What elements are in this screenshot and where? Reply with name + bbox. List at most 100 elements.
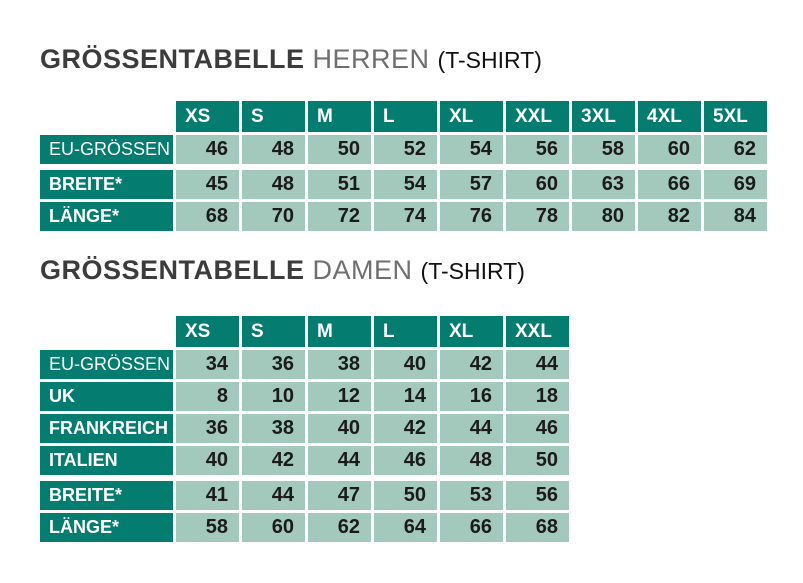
size-header-cell: 5XL (704, 101, 767, 132)
value-cell: 72 (308, 202, 371, 231)
title-main-text: GRÖSSENTABELLE (40, 44, 305, 74)
value-cell: 48 (242, 170, 305, 199)
row-label-cell: BREITE* (40, 481, 173, 510)
row-label-cell: EU-GRÖSSEN (40, 135, 173, 164)
value-cell: 58 (176, 513, 239, 542)
value-cell: 46 (374, 446, 437, 475)
value-cell: 16 (440, 382, 503, 411)
size-table-herren: XS S M L XL XXL 3XL 4XL 5XL EU-GRÖSSEN 46 48 50 52 54 5… (40, 101, 767, 231)
value-cell: 74 (374, 202, 437, 231)
size-header-cell: XXL (506, 316, 569, 347)
header-spacer (40, 101, 173, 132)
size-header-cell: M (308, 316, 371, 347)
value-cell: 70 (242, 202, 305, 231)
table-row: EU-GRÖSSEN 34 36 38 40 42 44 (40, 350, 569, 379)
header-spacer (40, 316, 173, 347)
value-cell: 63 (572, 170, 635, 199)
value-cell: 40 (374, 350, 437, 379)
value-cell: 46 (506, 414, 569, 443)
size-header-cell: M (308, 101, 371, 132)
size-header-cell: 4XL (638, 101, 701, 132)
size-header-cell: L (374, 101, 437, 132)
value-cell: 34 (176, 350, 239, 379)
value-cell: 80 (572, 202, 635, 231)
table-row: LÄNGE* 68 70 72 74 76 78 80 82 84 (40, 202, 767, 231)
value-cell: 52 (374, 135, 437, 164)
size-header-cell: 3XL (572, 101, 635, 132)
size-header-row: XS S M L XL XXL 3XL 4XL 5XL (40, 101, 767, 132)
value-cell: 50 (308, 135, 371, 164)
value-cell: 10 (242, 382, 305, 411)
value-cell: 46 (176, 135, 239, 164)
table-row: ITALIEN 40 42 44 46 48 50 (40, 446, 569, 475)
value-cell: 8 (176, 382, 239, 411)
value-cell: 41 (176, 481, 239, 510)
size-header-cell: XXL (506, 101, 569, 132)
value-cell: 40 (308, 414, 371, 443)
value-cell: 18 (506, 382, 569, 411)
value-cell: 57 (440, 170, 503, 199)
value-cell: 56 (506, 481, 569, 510)
row-label-cell: LÄNGE* (40, 513, 173, 542)
size-header-cell: S (242, 101, 305, 132)
size-header-cell: XS (176, 316, 239, 347)
row-label-cell: LÄNGE* (40, 202, 173, 231)
table-row: UK 8 10 12 14 16 18 (40, 382, 569, 411)
value-cell: 82 (638, 202, 701, 231)
table-row: LÄNGE* 58 60 62 64 66 68 (40, 513, 569, 542)
value-cell: 84 (704, 202, 767, 231)
value-cell: 44 (440, 414, 503, 443)
value-cell: 45 (176, 170, 239, 199)
value-cell: 68 (176, 202, 239, 231)
value-cell: 44 (308, 446, 371, 475)
value-cell: 47 (308, 481, 371, 510)
value-cell: 50 (374, 481, 437, 510)
title-suffix-text: (T-SHIRT) (420, 258, 525, 284)
value-cell: 53 (440, 481, 503, 510)
value-cell: 58 (572, 135, 635, 164)
value-cell: 62 (308, 513, 371, 542)
value-cell: 54 (374, 170, 437, 199)
title-sub-text: HERREN (312, 44, 430, 74)
table-row: BREITE* 45 48 51 54 57 60 63 66 69 (40, 170, 767, 199)
title-sub-text: DAMEN (312, 255, 413, 285)
size-header-row: XS S M L XL XXL (40, 316, 569, 347)
value-cell: 50 (506, 446, 569, 475)
value-cell: 62 (704, 135, 767, 164)
value-cell: 66 (440, 513, 503, 542)
title-suffix-text: (T-SHIRT) (437, 47, 542, 73)
size-header-cell: S (242, 316, 305, 347)
size-header-cell: L (374, 316, 437, 347)
row-label-cell: ITALIEN (40, 446, 173, 475)
value-cell: 66 (638, 170, 701, 199)
size-header-cell: XS (176, 101, 239, 132)
value-cell: 51 (308, 170, 371, 199)
value-cell: 44 (506, 350, 569, 379)
value-cell: 64 (374, 513, 437, 542)
table-row: BREITE* 41 44 47 50 53 56 (40, 481, 569, 510)
value-cell: 44 (242, 481, 305, 510)
value-cell: 38 (308, 350, 371, 379)
row-label-cell: FRANKREICH (40, 414, 173, 443)
value-cell: 68 (506, 513, 569, 542)
title-main-text: GRÖSSENTABELLE (40, 255, 305, 285)
value-cell: 54 (440, 135, 503, 164)
value-cell: 40 (176, 446, 239, 475)
table-row: FRANKREICH 36 38 40 42 44 46 (40, 414, 569, 443)
value-cell: 69 (704, 170, 767, 199)
value-cell: 36 (242, 350, 305, 379)
size-header-cell: XL (440, 316, 503, 347)
value-cell: 12 (308, 382, 371, 411)
value-cell: 76 (440, 202, 503, 231)
value-cell: 14 (374, 382, 437, 411)
damen-table-title: GRÖSSENTABELLE DAMEN (T-SHIRT) (40, 255, 525, 286)
value-cell: 38 (242, 414, 305, 443)
row-label-cell: UK (40, 382, 173, 411)
size-header-cell: XL (440, 101, 503, 132)
row-label-cell: BREITE* (40, 170, 173, 199)
value-cell: 42 (374, 414, 437, 443)
size-table-damen: XS S M L XL XXL EU-GRÖSSEN 34 36 38 40 42 44 UK 8 10 12 1… (40, 316, 569, 542)
herren-table-title: GRÖSSENTABELLE HERREN (T-SHIRT) (40, 44, 542, 75)
value-cell: 60 (242, 513, 305, 542)
